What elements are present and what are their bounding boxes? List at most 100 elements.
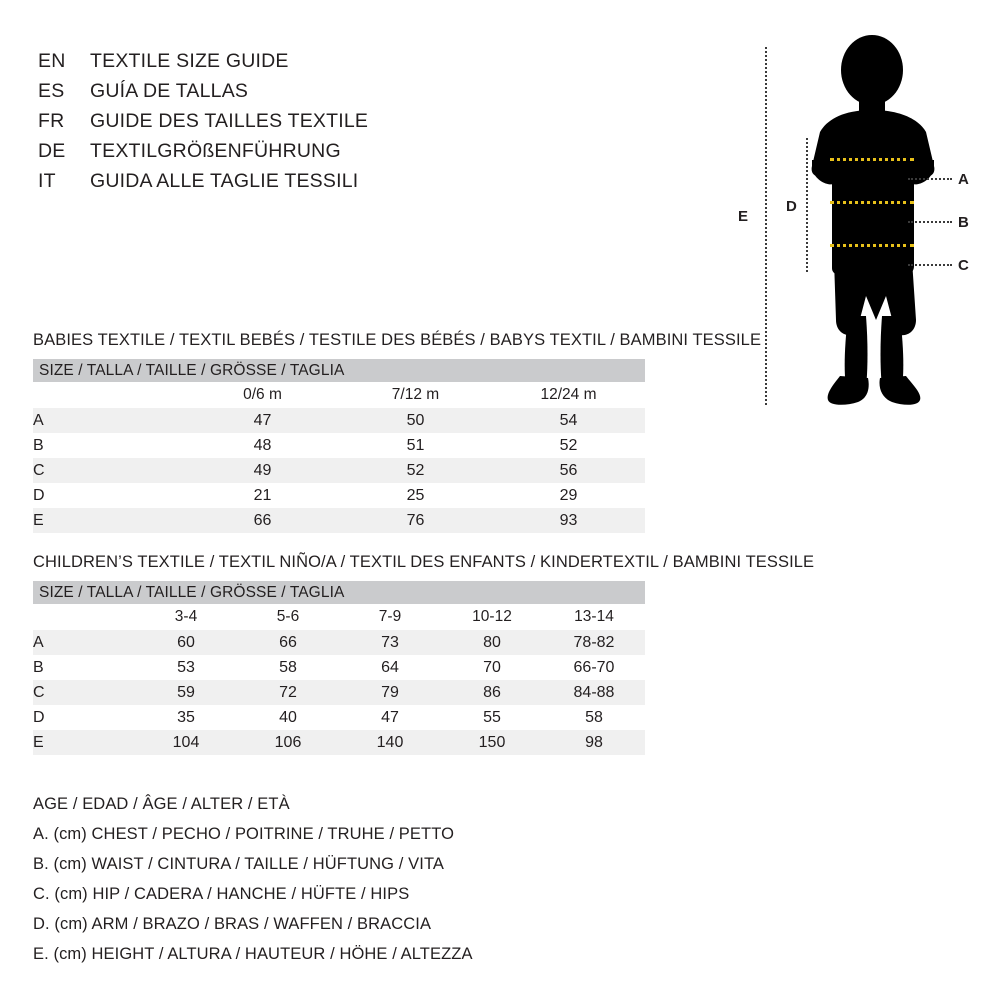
table-cell: 80 bbox=[441, 630, 543, 655]
table-row: D 21 25 29 bbox=[33, 483, 645, 508]
table-cell: 51 bbox=[339, 433, 492, 458]
figure-label-e: E bbox=[738, 208, 749, 225]
table-cell: 76 bbox=[339, 508, 492, 533]
legend-line-chest: A. (cm) CHEST / PECHO / POITRINE / TRUHE… bbox=[33, 825, 455, 843]
child-silhouette-icon bbox=[811, 35, 935, 405]
waist-measure-line bbox=[830, 201, 914, 204]
table-cell: 140 bbox=[339, 730, 441, 755]
table-row: B 48 51 52 bbox=[33, 433, 645, 458]
children-column-header: 7-9 bbox=[339, 604, 441, 630]
row-label: D bbox=[33, 705, 135, 730]
table-row: E 66 76 93 bbox=[33, 508, 645, 533]
table-cell: 50 bbox=[339, 408, 492, 433]
row-label: D bbox=[33, 483, 186, 508]
children-column-header: 5-6 bbox=[237, 604, 339, 630]
babies-size-table: SIZE / TALLA / TAILLE / GRÖSSE / TAGLIA … bbox=[33, 359, 645, 533]
children-column-header: 13-14 bbox=[543, 604, 645, 630]
figure-label-b: B bbox=[958, 214, 969, 231]
language-code: EN bbox=[38, 50, 66, 72]
babies-size-table-block: BABIES TEXTILE / TEXTIL BEBÉS / TESTILE … bbox=[33, 331, 761, 533]
row-label: A bbox=[33, 630, 135, 655]
hip-leader-line bbox=[908, 264, 952, 266]
table-cell: 79 bbox=[339, 680, 441, 705]
chest-leader-line bbox=[908, 178, 952, 180]
row-label: C bbox=[33, 458, 186, 483]
table-cell: 106 bbox=[237, 730, 339, 755]
language-code: FR bbox=[38, 110, 65, 132]
language-row: FR GUIDE DES TAILLES TEXTILE bbox=[38, 110, 518, 140]
row-label: B bbox=[33, 433, 186, 458]
table-cell: 25 bbox=[339, 483, 492, 508]
table-cell: 98 bbox=[543, 730, 645, 755]
table-cell: 66-70 bbox=[543, 655, 645, 680]
table-cell: 54 bbox=[492, 408, 645, 433]
table-cell: 49 bbox=[186, 458, 339, 483]
table-cell: 55 bbox=[441, 705, 543, 730]
table-cell: 48 bbox=[186, 433, 339, 458]
table-cell: 29 bbox=[492, 483, 645, 508]
row-label: B bbox=[33, 655, 135, 680]
child-figure-diagram: A B C D E bbox=[700, 20, 1000, 420]
children-band-label: SIZE / TALLA / TAILLE / GRÖSSE / TAGLIA bbox=[39, 583, 345, 601]
table-cell: 86 bbox=[441, 680, 543, 705]
table-row: A 60 66 73 80 78-82 bbox=[33, 630, 645, 655]
table-cell: 84-88 bbox=[543, 680, 645, 705]
language-row: IT GUIDA ALLE TAGLIE TESSILI bbox=[38, 170, 518, 200]
figure-label-a: A bbox=[958, 171, 969, 188]
table-cell: 78-82 bbox=[543, 630, 645, 655]
language-title-block: EN TEXTILE SIZE GUIDE ES GUÍA DE TALLAS … bbox=[38, 50, 518, 200]
children-size-table: SIZE / TALLA / TAILLE / GRÖSSE / TAGLIA … bbox=[33, 581, 645, 755]
children-corner-cell bbox=[33, 604, 135, 630]
babies-column-header-row: 0/6 m 7/12 m 12/24 m bbox=[33, 382, 645, 408]
language-code: DE bbox=[38, 140, 66, 162]
table-cell: 58 bbox=[237, 655, 339, 680]
legend-line-waist: B. (cm) WAIST / CINTURA / TAILLE / HÜFTU… bbox=[33, 855, 445, 873]
language-title: GUIDE DES TAILLES TEXTILE bbox=[90, 110, 369, 132]
row-label: E bbox=[33, 730, 135, 755]
figure-label-c: C bbox=[958, 257, 969, 274]
table-row: B 53 58 64 70 66-70 bbox=[33, 655, 645, 680]
table-cell: 59 bbox=[135, 680, 237, 705]
measurement-legend: AGE / EDAD / ÂGE / ALTER / ETÀ A. (cm) C… bbox=[33, 789, 553, 969]
babies-column-header: 0/6 m bbox=[186, 382, 339, 408]
table-cell: 70 bbox=[441, 655, 543, 680]
language-title: TEXTILE SIZE GUIDE bbox=[90, 50, 289, 72]
table-row: C 49 52 56 bbox=[33, 458, 645, 483]
children-column-header-row: 3-4 5-6 7-9 10-12 13-14 bbox=[33, 604, 645, 630]
hip-measure-line bbox=[830, 244, 914, 247]
table-cell: 64 bbox=[339, 655, 441, 680]
row-label: E bbox=[33, 508, 186, 533]
legend-line-height: E. (cm) HEIGHT / ALTURA / HAUTEUR / HÖHE… bbox=[33, 945, 473, 963]
table-row: D 35 40 47 55 58 bbox=[33, 705, 645, 730]
row-label: A bbox=[33, 408, 186, 433]
arm-guide-line bbox=[806, 138, 808, 272]
height-guide-line bbox=[765, 47, 767, 405]
legend-line-age: AGE / EDAD / ÂGE / ALTER / ETÀ bbox=[33, 795, 290, 813]
table-cell: 60 bbox=[135, 630, 237, 655]
legend-line-arm: D. (cm) ARM / BRAZO / BRAS / WAFFEN / BR… bbox=[33, 915, 432, 933]
language-code: IT bbox=[38, 170, 56, 192]
table-cell: 66 bbox=[186, 508, 339, 533]
children-table-caption: CHILDREN’S TEXTILE / TEXTIL NIÑO/A / TEX… bbox=[33, 553, 815, 571]
children-column-header: 3-4 bbox=[135, 604, 237, 630]
children-size-band: SIZE / TALLA / TAILLE / GRÖSSE / TAGLIA bbox=[33, 581, 645, 604]
table-cell: 150 bbox=[441, 730, 543, 755]
chest-measure-line bbox=[830, 158, 914, 161]
language-row: EN TEXTILE SIZE GUIDE bbox=[38, 50, 518, 80]
babies-size-band: SIZE / TALLA / TAILLE / GRÖSSE / TAGLIA bbox=[33, 359, 645, 382]
babies-column-header: 12/24 m bbox=[492, 382, 645, 408]
language-title: GUÍA DE TALLAS bbox=[90, 80, 249, 102]
table-cell: 93 bbox=[492, 508, 645, 533]
babies-band-label: SIZE / TALLA / TAILLE / GRÖSSE / TAGLIA bbox=[39, 361, 345, 379]
waist-leader-line bbox=[908, 221, 952, 223]
babies-corner-cell bbox=[33, 382, 186, 408]
children-column-header: 10-12 bbox=[441, 604, 543, 630]
table-cell: 52 bbox=[339, 458, 492, 483]
table-cell: 47 bbox=[339, 705, 441, 730]
language-row: DE TEXTILGRÖßENFÜHRUNG bbox=[38, 140, 518, 170]
language-row: ES GUÍA DE TALLAS bbox=[38, 80, 518, 110]
table-cell: 72 bbox=[237, 680, 339, 705]
table-cell: 56 bbox=[492, 458, 645, 483]
table-cell: 21 bbox=[186, 483, 339, 508]
babies-column-header: 7/12 m bbox=[339, 382, 492, 408]
